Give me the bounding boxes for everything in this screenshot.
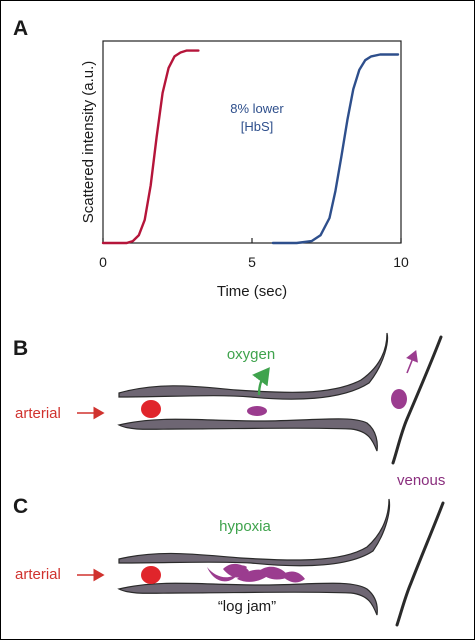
series-layer	[103, 51, 398, 243]
venule-wall-c	[397, 503, 443, 625]
x-tick-label: 5	[248, 254, 256, 270]
red-blood-cell	[141, 400, 161, 418]
vessel-wall-lower	[119, 419, 377, 451]
arterial-label-c: arterial	[15, 566, 61, 583]
capillary-diagram-c: arterial hypoxia “log jam”	[15, 499, 443, 625]
panel-b-letter: B	[13, 337, 28, 360]
chart-panel-a: 0 5 10 Time (sec) Scattered intensity (a.u…	[80, 41, 409, 300]
x-tick-label: 0	[99, 254, 107, 270]
red-blood-cell-c	[141, 566, 161, 584]
series-line-2	[273, 55, 398, 244]
panel-a-letter: A	[13, 17, 28, 40]
series-line-1	[103, 51, 198, 243]
vessel-wall-upper	[119, 333, 387, 399]
capillary-diagram-b: arterial oxygen venous	[15, 333, 445, 489]
annotation-line-1: 8% lower	[230, 101, 284, 116]
annotation-line-2: [HbS]	[241, 119, 274, 134]
deoxygenated-cell	[247, 406, 267, 416]
y-axis-label: Scattered intensity (a.u.)	[80, 61, 97, 224]
sickled-cells-cluster	[207, 564, 305, 583]
arterial-label-b: arterial	[15, 405, 61, 422]
venous-label: venous	[397, 472, 445, 489]
hypoxia-label: hypoxia	[219, 518, 271, 535]
panel-c-letter: C	[13, 495, 28, 518]
venous-cell	[391, 389, 407, 409]
venous-arrow	[407, 353, 415, 373]
x-axis-label: Time (sec)	[217, 283, 287, 300]
plot-frame	[103, 41, 401, 243]
oxygen-label: oxygen	[227, 346, 275, 363]
x-tick-label: 10	[393, 254, 409, 270]
log-jam-label: “log jam”	[218, 598, 276, 615]
